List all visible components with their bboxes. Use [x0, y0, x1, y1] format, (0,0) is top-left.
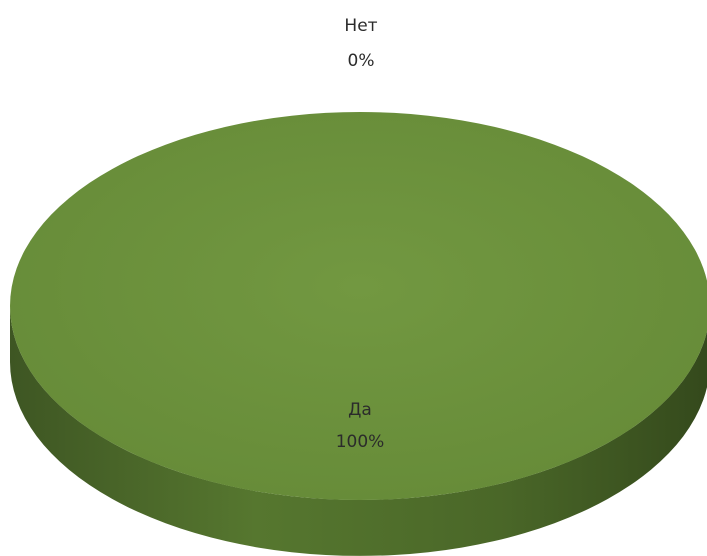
pie-slice-da: [10, 112, 707, 500]
slice-label-da-percent: 100%: [336, 432, 385, 452]
pie-side-da: [10, 306, 707, 556]
slice-label-net-percent: 0%: [348, 51, 375, 71]
slice-label-net-name: Нет: [344, 16, 377, 36]
slice-label-da-name: Да: [348, 400, 372, 420]
